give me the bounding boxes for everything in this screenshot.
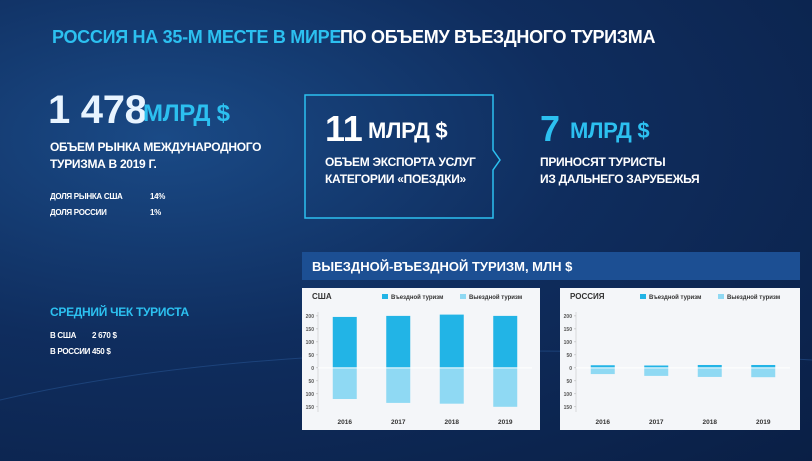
y-tick-label: 50 (566, 379, 572, 385)
x-tick-label: 2016 (338, 419, 353, 426)
x-tick-label: 2019 (498, 419, 513, 426)
y-tick-label: 150 (306, 405, 315, 411)
desc: ОБЪЕМ РЫНКА МЕЖДУНАРОДНОГО (50, 140, 262, 154)
check-label: В РОССИИ (50, 347, 91, 356)
bar (590, 365, 615, 368)
y-tick-label: 150 (564, 327, 573, 333)
big-number: 7 (540, 108, 560, 149)
unit: МЛРД $ (368, 118, 448, 143)
legend-label: Въездной туризм (649, 294, 702, 301)
bar (386, 315, 411, 368)
bar (751, 364, 776, 368)
y-tick-label: 0 (569, 366, 572, 372)
bar (439, 314, 464, 368)
bar (332, 316, 357, 368)
legend-swatch (382, 294, 388, 299)
check-value: 450 $ (92, 347, 111, 356)
desc: ТУРИЗМА В 2019 Г. (50, 157, 157, 171)
bar (590, 367, 615, 375)
y-tick-label: 150 (564, 405, 573, 411)
share-label: ДОЛЯ РЫНКА США (50, 192, 123, 201)
bar (697, 367, 722, 377)
check-value: 2 670 $ (92, 331, 117, 340)
share-value: 14% (150, 192, 166, 201)
y-tick-label: 200 (564, 314, 573, 320)
unit: МЛРД $ (570, 118, 650, 143)
banner-title: ВЫЕЗДНОЙ-ВЪЕЗДНОЙ ТУРИЗМ, МЛН $ (312, 259, 573, 274)
y-tick-label: 100 (306, 392, 315, 398)
desc: ОБЪЕМ ЭКСПОРТА УСЛУГ (325, 155, 476, 169)
y-tick-label: 50 (566, 353, 572, 359)
big-number: 1 478 (48, 88, 147, 132)
legend-label: Въездной туризм (391, 294, 444, 301)
unit: МЛРД $ (143, 100, 230, 127)
y-tick-label: 100 (564, 392, 573, 398)
x-tick-label: 2016 (596, 419, 611, 426)
x-tick-label: 2017 (649, 419, 664, 426)
desc: КАТЕГОРИИ «ПОЕЗДКИ» (325, 172, 466, 186)
legend-label: Выездной туризм (469, 294, 523, 301)
y-tick-label: 100 (306, 340, 315, 346)
x-tick-label: 2019 (756, 419, 771, 426)
x-tick-label: 2018 (445, 419, 460, 426)
y-tick-label: 0 (311, 366, 314, 372)
legend-swatch (718, 294, 724, 299)
bar (644, 367, 669, 376)
legend-swatch (460, 294, 466, 299)
share-label: ДОЛЯ РОССИИ (50, 208, 107, 217)
desc: ИЗ ДАЛЬНЕГО ЗАРУБЕЖЬЯ (540, 172, 700, 186)
desc: ПРИНОСЯТ ТУРИСТЫ (540, 155, 666, 169)
big-number: 11 (325, 108, 363, 149)
bar (332, 367, 357, 400)
check-title: СРЕДНИЙ ЧЕК ТУРИСТА (50, 305, 189, 319)
legend-label: Выездной туризм (727, 294, 781, 301)
title-highlight: РОССИЯ НА 35-М МЕСТЕ В МИРЕ (52, 27, 342, 47)
y-tick-label: 150 (306, 327, 315, 333)
bar (751, 367, 776, 378)
x-tick-label: 2017 (391, 419, 406, 426)
y-tick-label: 50 (308, 379, 314, 385)
banner (302, 252, 800, 280)
y-tick-label: 200 (306, 314, 315, 320)
title-rest: ПО ОБЪЕМУ ВЪЕЗДНОГО ТУРИЗМА (340, 27, 656, 47)
chart-title: США (312, 292, 332, 301)
bar (697, 364, 722, 368)
y-tick-label: 50 (308, 353, 314, 359)
check-label: В США (50, 331, 77, 340)
x-tick-label: 2018 (703, 419, 718, 426)
y-tick-label: 100 (564, 340, 573, 346)
export-box (304, 94, 501, 219)
bar (493, 315, 518, 368)
bar (386, 367, 411, 403)
chart-panel (560, 288, 800, 430)
bar (644, 365, 669, 368)
bar (439, 367, 464, 404)
chart-title: РОССИЯ (570, 292, 605, 301)
share-value: 1% (150, 208, 161, 217)
legend-swatch (640, 294, 646, 299)
bar (493, 367, 518, 407)
